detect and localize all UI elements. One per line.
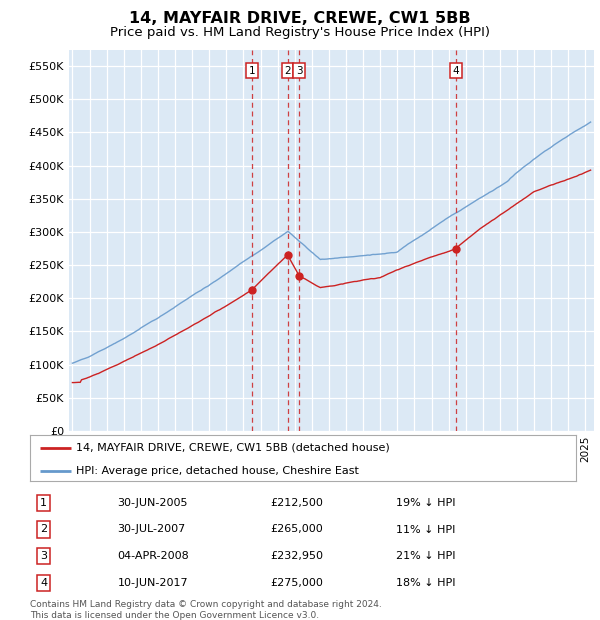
Text: £265,000: £265,000 <box>270 525 323 534</box>
Text: 3: 3 <box>296 66 302 76</box>
Text: 2: 2 <box>284 66 291 76</box>
Text: 2: 2 <box>40 525 47 534</box>
Text: 1: 1 <box>248 66 255 76</box>
Text: Price paid vs. HM Land Registry's House Price Index (HPI): Price paid vs. HM Land Registry's House … <box>110 26 490 39</box>
Text: 10-JUN-2017: 10-JUN-2017 <box>118 578 188 588</box>
Text: HPI: Average price, detached house, Cheshire East: HPI: Average price, detached house, Ches… <box>76 466 359 476</box>
Text: 30-JUL-2007: 30-JUL-2007 <box>118 525 185 534</box>
Text: 1: 1 <box>40 498 47 508</box>
Text: Contains HM Land Registry data © Crown copyright and database right 2024.
This d: Contains HM Land Registry data © Crown c… <box>30 600 382 619</box>
Text: 3: 3 <box>40 551 47 561</box>
Text: 30-JUN-2005: 30-JUN-2005 <box>118 498 188 508</box>
Text: 18% ↓ HPI: 18% ↓ HPI <box>396 578 455 588</box>
Text: £232,950: £232,950 <box>270 551 323 561</box>
Text: 14, MAYFAIR DRIVE, CREWE, CW1 5BB (detached house): 14, MAYFAIR DRIVE, CREWE, CW1 5BB (detac… <box>76 443 390 453</box>
Text: 19% ↓ HPI: 19% ↓ HPI <box>396 498 455 508</box>
Text: £212,500: £212,500 <box>270 498 323 508</box>
Text: 21% ↓ HPI: 21% ↓ HPI <box>396 551 455 561</box>
Text: 11% ↓ HPI: 11% ↓ HPI <box>396 525 455 534</box>
Text: 04-APR-2008: 04-APR-2008 <box>118 551 189 561</box>
Text: 14, MAYFAIR DRIVE, CREWE, CW1 5BB: 14, MAYFAIR DRIVE, CREWE, CW1 5BB <box>129 11 471 26</box>
Text: 4: 4 <box>40 578 47 588</box>
Text: 4: 4 <box>453 66 460 76</box>
Text: £275,000: £275,000 <box>270 578 323 588</box>
